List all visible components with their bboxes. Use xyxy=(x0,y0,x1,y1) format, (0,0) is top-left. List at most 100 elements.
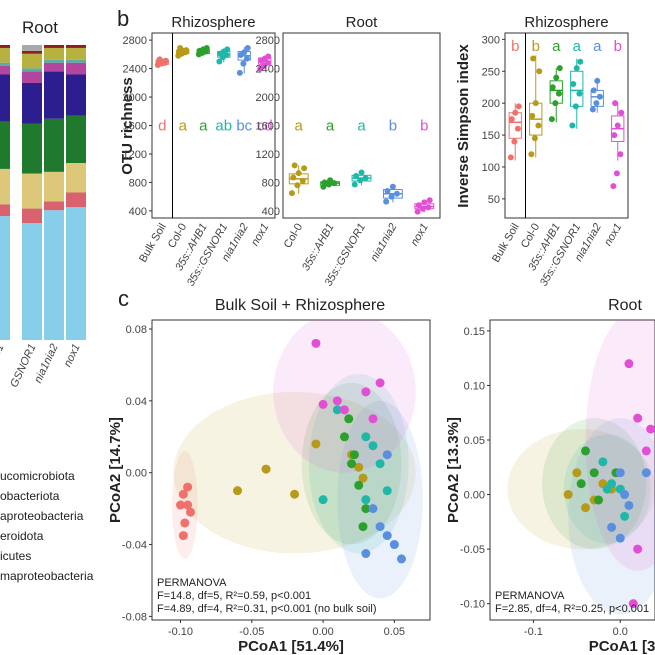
x-tick-label: Col-0 xyxy=(282,222,306,251)
stacked-bar-segment xyxy=(66,45,86,48)
box-point xyxy=(511,138,518,145)
x-tick-label: nox1 xyxy=(409,222,431,249)
legend-item: aproteobacteria xyxy=(0,509,84,523)
stacked-bar-segment xyxy=(66,115,86,163)
box-body xyxy=(570,70,584,107)
y-tick-label: 2000 xyxy=(123,92,147,104)
box-point xyxy=(613,170,620,177)
pcoa-point xyxy=(382,486,392,496)
box-point xyxy=(393,190,400,197)
pcoa-point xyxy=(233,486,243,496)
legend-item: ucomicrobiota xyxy=(0,469,75,483)
y-tick-label: 0.05 xyxy=(464,435,485,447)
stacked-bar-segment xyxy=(22,71,42,83)
significance-letter: bc xyxy=(236,118,252,135)
pcoa-point xyxy=(332,405,342,415)
box-point xyxy=(291,162,298,169)
x-tick-label: -0.05 xyxy=(239,626,264,638)
box-point xyxy=(216,58,223,65)
stacked-bar-segment xyxy=(0,74,10,122)
stacked-bar-segment xyxy=(22,208,42,224)
pcoa-point xyxy=(358,473,368,483)
pcoa-point xyxy=(602,484,612,494)
confidence-ellipse xyxy=(173,391,416,554)
box-point xyxy=(618,109,625,116)
x-axis-label: PCoA1 [33.5 xyxy=(589,638,655,655)
significance-letter: a xyxy=(357,118,366,135)
box-point xyxy=(570,81,577,88)
box-point xyxy=(384,187,391,194)
x-tick-label: 0.00 xyxy=(312,626,333,638)
stacked-bar-segment xyxy=(0,62,10,66)
box-point xyxy=(535,122,542,129)
box-point xyxy=(528,151,535,158)
box-point xyxy=(594,77,601,84)
y-tick-label: 1600 xyxy=(123,121,147,133)
pcoa-point xyxy=(368,441,378,451)
panel-b-letter: b xyxy=(117,6,129,31)
box-point xyxy=(556,65,563,72)
box-point xyxy=(414,208,421,215)
stacked-bar-segment xyxy=(66,62,86,75)
significance-letter: b xyxy=(614,38,622,55)
pcoa-point xyxy=(290,489,300,499)
y-tick-label: 2800 xyxy=(123,35,147,47)
pcoa-point xyxy=(183,500,193,510)
permanova-annotation: PERMANOVA xyxy=(495,590,565,602)
box-point xyxy=(156,56,163,63)
box-point xyxy=(177,44,184,51)
box-point xyxy=(240,60,247,67)
pcoa-point xyxy=(589,468,599,478)
significance-letter: ab xyxy=(215,118,232,135)
plot-frame xyxy=(489,319,655,621)
y-tick-label: 150 xyxy=(482,130,500,142)
pcoa-point xyxy=(368,414,378,424)
box-point xyxy=(531,135,538,142)
legend-item: icutes xyxy=(0,549,31,563)
box-point xyxy=(243,55,250,62)
box-point xyxy=(611,132,618,139)
box-point xyxy=(351,181,358,188)
stacked-bar-segment xyxy=(22,82,42,124)
box-plot-title: Rhizosphere xyxy=(171,14,255,31)
box-point xyxy=(590,87,597,94)
x-tick-label: nox1 xyxy=(249,222,271,249)
pcoa-point xyxy=(361,387,371,397)
pcoa-point xyxy=(339,432,349,442)
significance-letter: a xyxy=(295,118,304,135)
box-point xyxy=(162,57,169,64)
pcoa-point xyxy=(178,531,188,541)
plot-frame xyxy=(282,32,441,219)
pcoa-point xyxy=(178,489,188,499)
y-tick-label: 0.00 xyxy=(126,468,147,480)
pcoa-point xyxy=(620,511,630,521)
box-point xyxy=(532,100,539,107)
box-point xyxy=(388,193,395,200)
permanova-annotation: F=4.89, df=4, R²=0.31, p<0.001 (no bulk … xyxy=(157,603,377,615)
pcoa-point xyxy=(344,414,354,424)
pcoa-title: Bulk Soil + Rhizosphere xyxy=(215,297,385,314)
box-point xyxy=(203,44,210,51)
pcoa-point xyxy=(354,462,364,472)
y-tick-label: -0.10 xyxy=(460,599,485,611)
bar-tick-label: GSNOR1 xyxy=(8,342,39,389)
box-point xyxy=(183,47,190,54)
pcoa-point xyxy=(361,432,371,442)
y-tick-label: 1600 xyxy=(256,121,280,133)
pcoa-point xyxy=(576,479,586,489)
significance-letter: cd xyxy=(257,118,273,135)
y-tick-label: -0.04 xyxy=(122,540,147,552)
plot-frame xyxy=(151,319,431,621)
pcoa-point xyxy=(641,446,651,456)
box-point xyxy=(425,204,432,211)
x-tick-label: Bulk Soil xyxy=(490,222,522,265)
pcoa-point xyxy=(358,522,368,532)
box-point xyxy=(419,205,426,212)
box-point xyxy=(530,55,537,62)
stacked-bar-segment xyxy=(22,173,42,209)
pcoa-point xyxy=(624,500,634,510)
pcoa-point xyxy=(361,549,371,559)
pcoa-point xyxy=(641,468,651,478)
pcoa-point xyxy=(261,464,271,474)
